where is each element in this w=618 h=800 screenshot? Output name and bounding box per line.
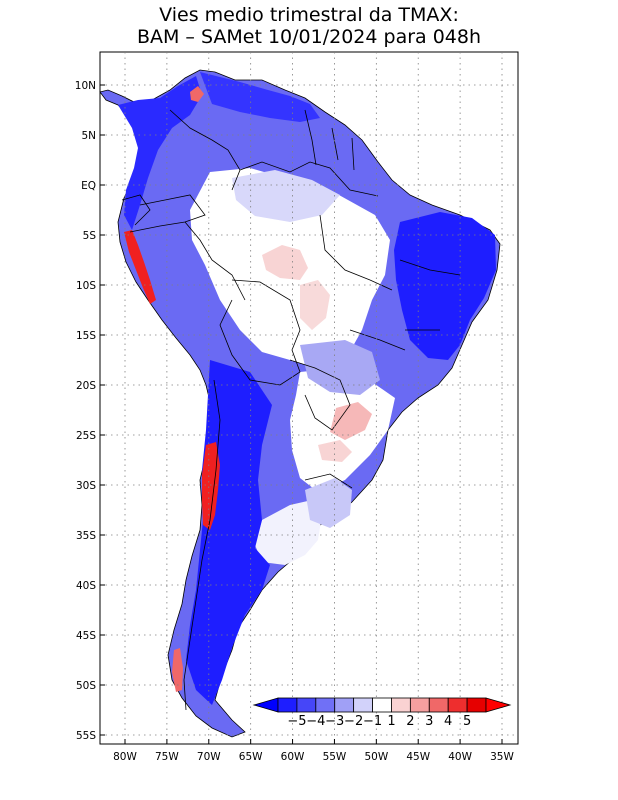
lat-tick-label: EQ — [81, 180, 96, 192]
strong-positive-chile-andes — [202, 442, 220, 530]
lon-tick-label: 45W — [406, 751, 430, 763]
lat-tick-label: 35S — [76, 530, 96, 542]
strong-positive-peru-andes — [124, 230, 156, 304]
border-guianas — [304, 109, 355, 171]
colorbar-swatch — [466, 697, 487, 713]
light-blue-midwest — [300, 340, 380, 395]
pale-positive-central-brazil — [262, 245, 308, 280]
pale-positive-mato-grosso — [300, 280, 330, 330]
positive-venezuela-peak — [190, 86, 204, 102]
pampas-light-region — [255, 500, 322, 565]
lon-tick-label: 65W — [239, 751, 263, 763]
colorbar-swatch — [277, 697, 298, 713]
lat-tick-label: 30S — [76, 480, 96, 492]
strong-negative-venezuela-coast — [200, 72, 320, 122]
chart-title-line-2: BAM – SAMet 10/01/2024 para 048h — [136, 26, 482, 48]
border-venezuela-brazil — [239, 161, 379, 197]
latitude-labels: 10N 5N EQ 5S 10S 15S 20S 25S 30S 35S 40S 45S 50S 55S — [75, 80, 97, 742]
pale-blue-uruguay — [305, 478, 352, 528]
lat-tick-label: 15S — [76, 330, 96, 342]
colorbar-swatch — [315, 697, 336, 713]
colorbar-label: 1 — [387, 714, 395, 729]
colorbar-label: −2 — [344, 714, 363, 729]
colorbar-label: −5 — [287, 714, 306, 729]
pale-positive-parana — [330, 402, 372, 440]
colorbar-over-arrow — [485, 697, 512, 713]
lat-tick-label: 40S — [76, 580, 96, 592]
colorbar-swatch — [391, 697, 411, 713]
pale-blue-guianas — [232, 170, 340, 222]
colorbar-label: 5 — [463, 714, 471, 729]
lat-tick-label: 5S — [83, 230, 97, 242]
border-ecuador — [121, 194, 151, 226]
lon-tick-label: 60W — [281, 751, 305, 763]
lat-tick-label: 55S — [76, 730, 96, 742]
lon-tick-label: 55W — [323, 751, 347, 763]
lon-tick-label: 40W — [448, 751, 472, 763]
colorbar-label: −4 — [306, 714, 325, 729]
colorbar-label: −1 — [363, 714, 382, 729]
colorbar-swatch — [334, 697, 355, 713]
colorbar-label: −3 — [325, 714, 344, 729]
border-chile-argentina — [183, 379, 221, 711]
strong-negative-northeast — [394, 212, 496, 360]
chart-title-line-1: Vies medio trimestral da TMAX: — [159, 4, 459, 26]
colorbar-swatch — [372, 697, 392, 713]
colorbar-label: 3 — [425, 714, 433, 729]
border-brazil-states — [319, 214, 461, 351]
map-frame — [99, 51, 519, 745]
longitude-labels: 80W 75W 70W 65W 60W 55W 50W 45W 40W 35W — [113, 751, 514, 763]
border-bolivia — [219, 279, 301, 386]
border-colombia-venezuela — [169, 109, 241, 191]
border-colombia-peru — [129, 194, 206, 233]
country-borders — [121, 109, 461, 711]
positive-patagonia-andes — [172, 648, 183, 692]
lat-tick-label: 5N — [81, 130, 96, 142]
colorbar-swatch — [296, 697, 317, 713]
colorbar-label: 4 — [444, 714, 452, 729]
colorbar-under-arrow — [252, 697, 279, 713]
lon-tick-label: 80W — [113, 751, 137, 763]
lon-tick-label: 75W — [155, 751, 179, 763]
pale-positive-south — [318, 440, 352, 462]
lat-tick-label: 10N — [75, 80, 96, 92]
graticule — [100, 52, 518, 744]
colorbar-swatch — [353, 697, 373, 713]
lon-tick-label: 70W — [197, 751, 221, 763]
lat-tick-label: 25S — [76, 430, 96, 442]
colorbar-swatch — [409, 697, 430, 713]
lat-tick-label: 20S — [76, 380, 96, 392]
lat-tick-label: 45S — [76, 630, 96, 642]
border-argentina-uruguay — [304, 473, 353, 489]
strong-negative-northwest — [118, 76, 202, 230]
colorbar: −5 −4 −3 −2 −1 1 2 3 4 5 — [252, 697, 512, 729]
colorbar-label: 2 — [406, 714, 414, 729]
lat-tick-label: 10S — [76, 280, 96, 292]
border-paraguay — [289, 359, 351, 431]
lon-tick-label: 50W — [364, 751, 388, 763]
lat-tick-label: 50S — [76, 680, 96, 692]
border-peru-brazil — [184, 221, 246, 301]
colorbar-swatch — [447, 697, 468, 713]
land-layer — [99, 69, 501, 738]
lon-tick-label: 35W — [490, 751, 514, 763]
colorbar-swatch — [428, 697, 449, 713]
